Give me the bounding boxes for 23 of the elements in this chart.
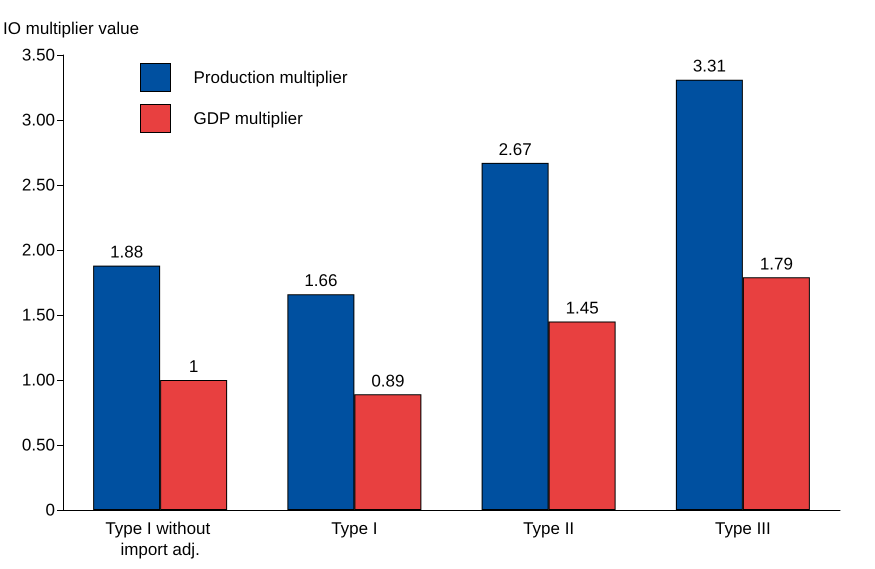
y-tick-label: 3.00 [22,110,55,130]
data-label: 3.31 [692,56,726,76]
y-tick-label: 2.50 [22,176,55,194]
x-tick-label: Type I without import adj. [105,519,215,559]
y-axis-title: IO multiplier value [3,19,140,38]
legend-label: GDP multiplier [194,109,304,128]
data-label: 1.88 [110,242,144,262]
data-label: 0.89 [371,371,404,390]
y-tick-label: 1.50 [22,306,55,324]
y-tick-label: 2.00 [22,240,55,260]
y-tick-label: 0.50 [22,436,55,454]
legend-label: Production multiplier [194,68,348,87]
data-label: 1 [188,357,198,376]
x-tick-label: Type III [715,519,771,538]
y-tick-label: 3.50 [22,46,55,64]
y-tick-label: 1.00 [22,370,55,390]
x-tick-label: Type I [331,519,378,538]
data-label: 1.45 [566,298,599,318]
data-label: 1.79 [760,254,793,274]
y-tick-label: 0 [46,500,55,520]
x-tick-label: Type II [523,519,574,538]
data-label: 1.66 [304,271,338,290]
data-label: 2.67 [498,140,532,159]
